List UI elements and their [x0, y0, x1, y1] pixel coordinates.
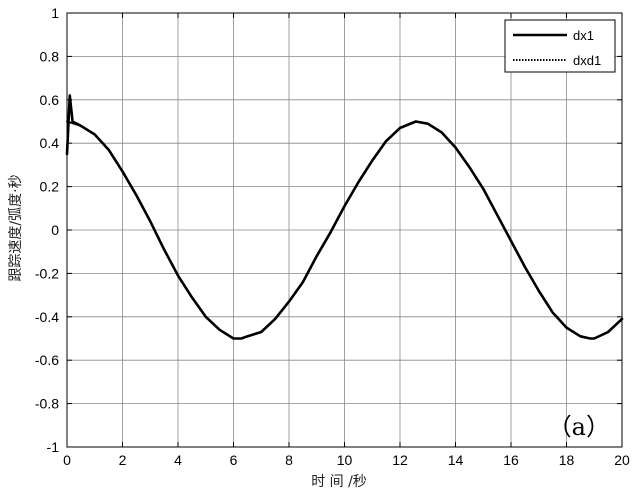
y-tick-label: -1: [47, 439, 60, 455]
y-tick-label: 0.4: [40, 135, 60, 151]
y-tick-label: 1: [51, 5, 59, 21]
y-tick-labels: 1 0.8 0.6 0.4 0.2 0 -0.2 -0.4 -0.6 -0.8 -1: [35, 5, 59, 455]
y-tick-label: 0.2: [40, 179, 60, 195]
x-axis-title: 时 间 /秒: [311, 474, 367, 490]
x-tick-label: 14: [448, 452, 464, 468]
x-tick-label: 6: [230, 452, 238, 468]
x-tick-label: 16: [503, 452, 519, 468]
y-tick-label: -0.4: [35, 309, 59, 325]
y-tick-label: -0.8: [35, 396, 59, 412]
y-tick-label: 0.6: [40, 92, 60, 108]
panel-label: （a）: [548, 413, 610, 441]
y-tick-label: -0.2: [35, 265, 59, 281]
legend: dx1 dxd1: [505, 20, 615, 72]
y-tick-label: -0.6: [35, 352, 59, 368]
x-tick-label: 0: [63, 452, 71, 468]
x-tick-label: 12: [392, 452, 408, 468]
legend-label-dxd1: dxd1: [573, 53, 601, 68]
y-axis-title: 跟踪速度/弧度·秒: [8, 174, 24, 281]
x-tick-label: 4: [174, 452, 182, 468]
x-tick-label: 20: [614, 452, 630, 468]
y-tick-label: 0.8: [40, 48, 60, 64]
legend-label-dx1: dx1: [573, 28, 594, 43]
y-tick-label: 0: [51, 222, 59, 238]
x-tick-labels: 0 2 4 6 8 10 12 14 16 18 20: [63, 452, 630, 468]
x-tick-label: 8: [285, 452, 293, 468]
x-tick-label: 18: [559, 452, 575, 468]
x-tick-label: 10: [337, 452, 353, 468]
x-tick-label: 2: [119, 452, 127, 468]
